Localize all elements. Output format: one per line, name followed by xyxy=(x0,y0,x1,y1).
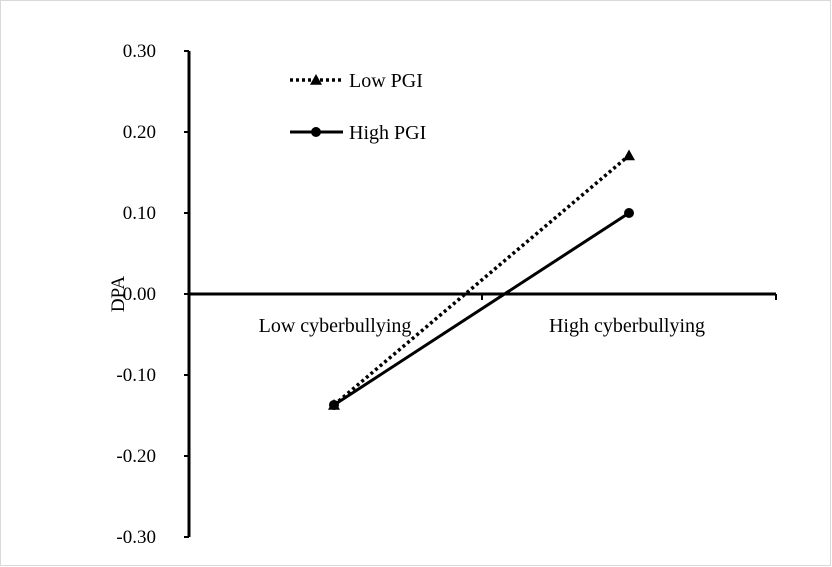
legend: Low PGI High PGI xyxy=(290,70,426,144)
circle-marker xyxy=(624,208,634,218)
legend-label: High PGI xyxy=(349,122,426,144)
y-tick-label: 0.10 xyxy=(123,203,156,224)
series-line xyxy=(332,154,631,407)
legend-item-high-pgi: High PGI xyxy=(290,122,426,144)
series-high-pgi xyxy=(329,208,634,410)
y-tick-label: 0.30 xyxy=(123,41,156,62)
x-category-label: High cyberbullying xyxy=(549,315,705,337)
series-low-pgi xyxy=(328,149,635,410)
x-category-label: Low cyberbullying xyxy=(259,315,412,337)
legend-item-low-pgi: Low PGI xyxy=(290,70,423,92)
legend-label: Low PGI xyxy=(349,70,423,92)
y-axis: 0.30 0.20 0.10 0.00 -0.10 -0.20 -0.30 xyxy=(116,41,191,548)
circle-marker xyxy=(311,127,321,137)
series-line xyxy=(333,211,630,407)
y-tick-label: -0.30 xyxy=(116,527,156,548)
triangle-marker xyxy=(310,74,322,85)
y-tick-label: 0.00 xyxy=(123,284,156,305)
x-axis: Low cyberbullying High cyberbullying xyxy=(189,292,777,337)
y-tick-label: 0.20 xyxy=(123,122,156,143)
y-tick-label: -0.20 xyxy=(116,446,156,467)
y-tick-label: -0.10 xyxy=(116,365,156,386)
circle-marker xyxy=(329,399,339,410)
y-axis-title: DPA xyxy=(108,276,129,313)
series-layer xyxy=(328,149,635,410)
triangle-marker xyxy=(623,149,635,161)
